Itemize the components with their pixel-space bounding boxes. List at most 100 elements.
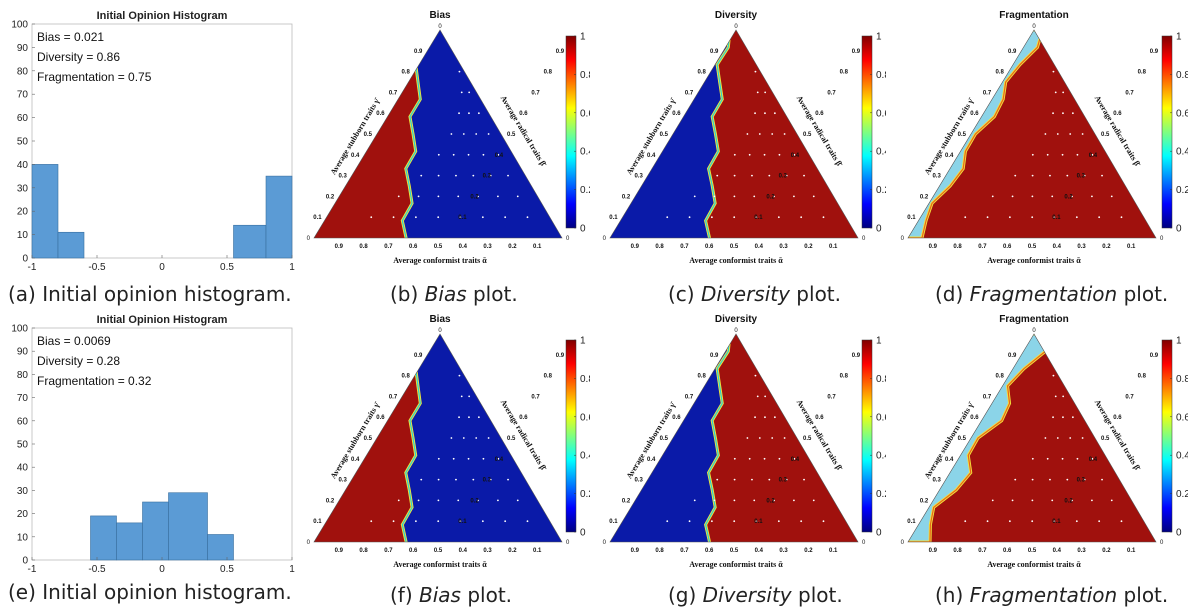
tick-label: 0.9 [1150, 49, 1159, 55]
grid-dot [764, 395, 767, 398]
tick-label: 0.1 [829, 244, 838, 250]
y-tick-label: 30 [17, 486, 29, 497]
caption-d-suffix: plot. [1117, 282, 1169, 306]
grid-dot [462, 437, 465, 439]
y-tick-label: 50 [17, 137, 29, 148]
tick-label: 0.5 [730, 244, 739, 250]
colorbar-tick-label: 0.2 [876, 185, 886, 196]
grid-dot [783, 437, 786, 439]
grid-dot [1014, 174, 1017, 177]
tick-label: 0.1 [458, 519, 467, 525]
tick-label: 0.6 [815, 415, 824, 421]
tick-label: 0.9 [929, 244, 938, 250]
tick-label: 0.8 [544, 374, 553, 380]
grid-dot [460, 395, 463, 398]
tick-label: 0.7 [531, 394, 540, 400]
grid-dot [763, 457, 766, 460]
y-tick-label: 100 [11, 324, 28, 335]
tick-label: 0.2 [766, 498, 775, 504]
grid-dot [450, 437, 453, 439]
tick-label: 0.8 [359, 244, 368, 250]
histogram-bar [142, 501, 169, 561]
tick-label: 0 [566, 236, 570, 242]
fragmentation-ternary-plot-top: Fragmentation 0 0 0 0.1 0.1 0.2 0.2 0.3 0.3 0.4 0.4… [901, 10, 1188, 265]
tick-label: 0.2 [622, 194, 631, 200]
tick-label: 0.4 [647, 457, 656, 463]
grid-dot [460, 91, 463, 94]
y-tick-label: 20 [17, 509, 29, 520]
grid-dot [1056, 133, 1059, 135]
grid-dot [822, 520, 825, 523]
tick-label: 0.3 [483, 244, 492, 250]
tick-label: 0.2 [804, 548, 813, 554]
tick-label: 0.9 [852, 353, 861, 359]
tick-label: 0.8 [401, 374, 410, 380]
tick-label: 0.4 [495, 457, 504, 463]
tick-label: 0.6 [672, 415, 681, 421]
grid-dot [1071, 112, 1074, 115]
chart-title: Initial Opinion Histogram [97, 314, 228, 326]
tick-label: 0.9 [414, 353, 423, 359]
grid-dot [1075, 520, 1078, 523]
triangle-border [609, 333, 859, 543]
tick-label: 0.3 [1077, 244, 1086, 250]
tick-label: 0.9 [335, 548, 344, 554]
tick-label: 0.3 [1077, 478, 1086, 484]
y-tick-label: 30 [17, 183, 29, 194]
tick-label: 0.9 [414, 49, 423, 55]
caption-g-suffix: plot. [791, 583, 843, 607]
histogram-bar [31, 164, 59, 259]
grid-dot [793, 499, 795, 502]
grid-dot [1101, 478, 1103, 481]
colorbar-tick-label: 0.2 [1176, 185, 1188, 196]
diversity-ternary-plot-bottom: Diversity 0 0 0 0.1 0.1 0.2 0.2 0.3 0.3 0.4 0.4 0.5 0… [603, 314, 886, 569]
tick-label: 0.3 [338, 478, 347, 484]
tick-label: 0.3 [932, 478, 941, 484]
grid-dot [733, 216, 736, 219]
grid-dot [1071, 195, 1073, 198]
grid-dot [1062, 91, 1065, 94]
grid-dot [437, 174, 440, 177]
colorbar-tick-label: 0.2 [1176, 489, 1188, 500]
tick-label: 0.4 [945, 153, 954, 159]
plot-title: Diversity [715, 314, 758, 325]
grid-dot [777, 216, 780, 219]
grid-dot [754, 416, 756, 419]
grid-dot [452, 457, 455, 460]
tick-label: 0.6 [672, 111, 681, 117]
tick-label: 0.1 [1127, 548, 1136, 554]
caption-b-prefix: (b) [390, 282, 425, 306]
tick-label: 0 [1032, 24, 1036, 30]
grid-dot [758, 133, 761, 135]
tick-label: 0.2 [1064, 498, 1073, 504]
tick-label: 0.4 [1053, 548, 1062, 554]
tick-label: 0.9 [556, 49, 565, 55]
stat-text: Bias = 0.021 [37, 30, 104, 44]
tick-label: 0.9 [556, 353, 565, 359]
tick-label: 0.4 [1053, 244, 1062, 250]
grid-dot [417, 499, 420, 502]
tick-label: 0.7 [680, 244, 689, 250]
colorbar [565, 35, 577, 229]
grid-dot [1061, 153, 1064, 156]
grid-dot [481, 216, 484, 219]
stat-text: Fragmentation = 0.75 [37, 70, 152, 84]
grid-dot [1083, 478, 1086, 481]
grid-dot [1053, 520, 1056, 523]
grid-dot [437, 153, 440, 156]
grid-dot [1051, 499, 1054, 502]
grid-dot [1031, 478, 1034, 481]
grid-dot [1044, 133, 1047, 135]
grid-dot [822, 216, 825, 219]
tick-label: 0.4 [351, 153, 360, 159]
grid-dot [785, 478, 788, 481]
colorbar-tick-label: 0.4 [580, 147, 590, 158]
grid-dot [482, 457, 485, 460]
stat-text: Fragmentation = 0.32 [37, 374, 152, 388]
grid-dot [477, 499, 479, 502]
triangle-border [313, 333, 563, 543]
x-tick-label: 0 [159, 262, 165, 273]
colorbar-tick-label: 0 [580, 528, 586, 539]
grid-dot [710, 520, 713, 523]
grid-dot [475, 133, 478, 135]
